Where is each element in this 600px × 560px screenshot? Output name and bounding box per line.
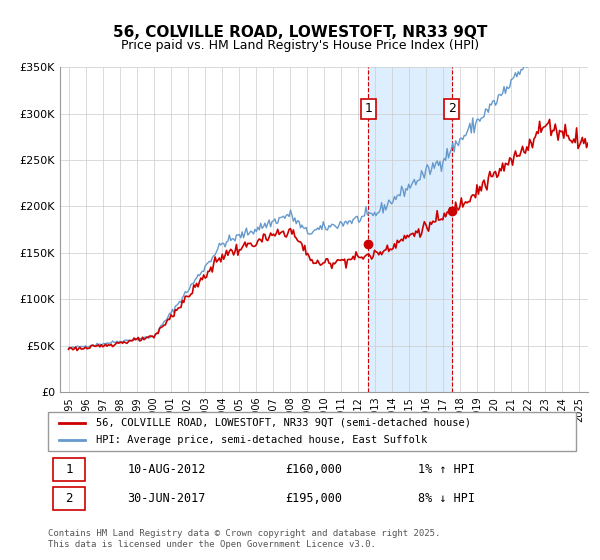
Text: 8% ↓ HPI: 8% ↓ HPI (418, 492, 475, 505)
FancyBboxPatch shape (48, 412, 576, 451)
Text: 2: 2 (65, 492, 73, 505)
Text: Contains HM Land Registry data © Crown copyright and database right 2025.
This d: Contains HM Land Registry data © Crown c… (48, 529, 440, 549)
Text: 2: 2 (448, 102, 455, 115)
Text: £160,000: £160,000 (286, 463, 343, 476)
Text: 1: 1 (65, 463, 73, 476)
Text: 30-JUN-2017: 30-JUN-2017 (127, 492, 206, 505)
Bar (368, 67, 452, 392)
FancyBboxPatch shape (53, 487, 85, 510)
Text: HPI: Average price, semi-detached house, East Suffolk: HPI: Average price, semi-detached house,… (95, 435, 427, 445)
Text: £195,000: £195,000 (286, 492, 343, 505)
Text: 56, COLVILLE ROAD, LOWESTOFT, NR33 9QT: 56, COLVILLE ROAD, LOWESTOFT, NR33 9QT (113, 25, 487, 40)
FancyBboxPatch shape (53, 458, 85, 481)
Text: Price paid vs. HM Land Registry's House Price Index (HPI): Price paid vs. HM Land Registry's House … (121, 39, 479, 52)
Text: 10-AUG-2012: 10-AUG-2012 (127, 463, 206, 476)
Text: 1% ↑ HPI: 1% ↑ HPI (418, 463, 475, 476)
Text: 56, COLVILLE ROAD, LOWESTOFT, NR33 9QT (semi-detached house): 56, COLVILLE ROAD, LOWESTOFT, NR33 9QT (… (95, 418, 470, 428)
Text: 1: 1 (364, 102, 373, 115)
